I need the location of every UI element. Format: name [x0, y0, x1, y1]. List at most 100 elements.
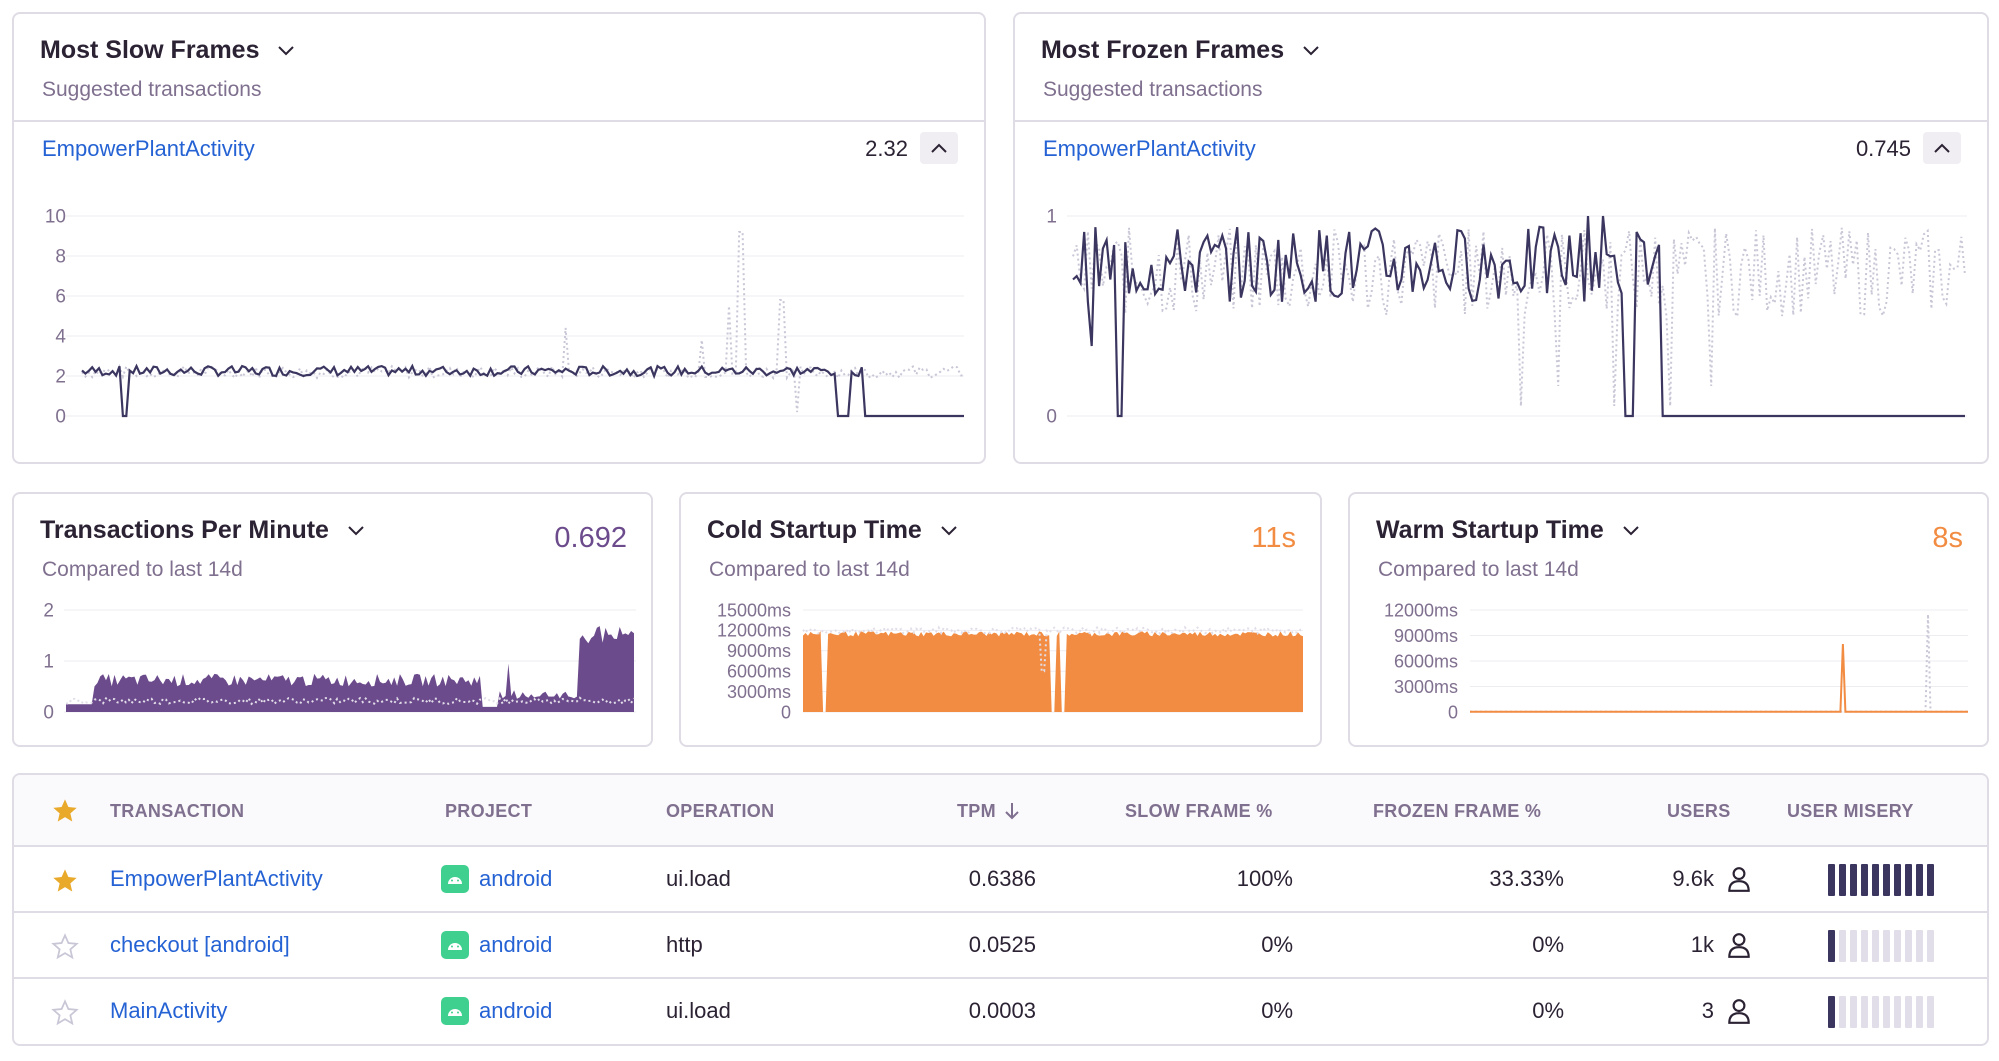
slow-frames-series-line	[81, 363, 964, 418]
slow-frames-y-tick-label: 2	[55, 367, 66, 388]
users-cell: 1k	[1690, 932, 1714, 957]
tpm-title[interactable]: Transactions Per Minute	[40, 516, 364, 545]
slow-frames-title[interactable]: Most Slow Frames	[40, 36, 295, 65]
column-header-project[interactable]: PROJECT	[445, 801, 533, 821]
star-icon[interactable]	[51, 933, 79, 961]
tpm-subtitle: Compared to last 14d	[42, 558, 243, 581]
column-header-tpm-label: TPM	[957, 801, 996, 821]
misery-segment	[1872, 930, 1879, 962]
misery-segment	[1927, 864, 1934, 896]
cold-startup-title-text: Cold Startup Time	[707, 516, 922, 544]
warm-startup-value: 8s	[1932, 522, 1963, 554]
column-header-user-misery[interactable]: USER MISERY	[1787, 801, 1914, 821]
slow-frames-value: 2.32	[865, 136, 908, 161]
warm-startup-compare-line	[1470, 614, 1968, 713]
frozen-frames-chart: 10	[1046, 207, 1967, 428]
misery-segment	[1894, 864, 1901, 896]
column-header-operation[interactable]: OPERATION	[666, 801, 775, 821]
chevron-up-icon	[1934, 143, 1950, 153]
transactions-table: TRANSACTION PROJECT OPERATION TPM SLOW F…	[12, 773, 1989, 1046]
frozen-frames-y-tick-label: 0	[1046, 407, 1057, 428]
frozen-frame-cell: 0%	[1532, 932, 1564, 957]
operation-cell: ui.load	[666, 998, 731, 1023]
transaction-link[interactable]: MainActivity	[110, 998, 228, 1023]
cold-startup-y-tick-label: 15000ms	[717, 600, 791, 620]
misery-segment	[1905, 864, 1912, 896]
column-header-users[interactable]: USERS	[1667, 801, 1731, 821]
misery-segment	[1839, 930, 1846, 962]
column-header-frozen-frame[interactable]: FROZEN FRAME %	[1373, 801, 1542, 821]
operation-cell: ui.load	[666, 866, 731, 891]
tpm-chart: 2 1 0	[43, 601, 636, 724]
frozen-frames-compare-line	[1072, 227, 1966, 407]
warm-startup-chart: 12000ms 9000ms 6000ms 3000ms 0	[1384, 600, 1968, 722]
users-cell: 9.6k	[1672, 866, 1714, 891]
slow-frames-transaction-link[interactable]: EmpowerPlantActivity	[42, 136, 255, 161]
slow-frames-y-tick-label: 6	[55, 287, 66, 308]
user-misery-bar[interactable]	[1828, 996, 1934, 1028]
tpm-panel: Transactions Per Minute Compared to last…	[12, 492, 653, 747]
warm-startup-y-tick-label: 12000ms	[1384, 600, 1458, 620]
column-header-transaction[interactable]: TRANSACTION	[110, 801, 245, 821]
star-icon[interactable]	[51, 999, 79, 1027]
project-link[interactable]: android	[479, 932, 553, 957]
slow-frames-title-text: Most Slow Frames	[40, 36, 260, 64]
tpm-title-text: Transactions Per Minute	[40, 516, 329, 544]
misery-segment	[1861, 930, 1868, 962]
misery-segment	[1872, 996, 1879, 1028]
transaction-link[interactable]: checkout [android]	[110, 932, 290, 957]
warm-startup-title[interactable]: Warm Startup Time	[1376, 516, 1639, 545]
table-row: MainActivity android ui.load 0.0003 0% 0% 3	[14, 979, 1987, 1044]
misery-segment	[1916, 996, 1923, 1028]
project-link[interactable]: android	[479, 866, 553, 891]
frozen-frames-subtitle: Suggested transactions	[1043, 78, 1263, 101]
tpm-y-tick-label: 2	[43, 601, 54, 622]
cold-startup-y-tick-label: 6000ms	[727, 662, 791, 682]
misery-segment	[1883, 930, 1890, 962]
user-icon	[1728, 933, 1750, 958]
cold-startup-y-tick-label: 9000ms	[727, 641, 791, 661]
column-header-tpm[interactable]: TPM	[957, 801, 1019, 822]
warm-startup-y-tick-label: 9000ms	[1394, 626, 1458, 646]
project-link[interactable]: android	[479, 998, 553, 1023]
chevron-down-icon	[1303, 46, 1319, 56]
tpm-compare-line	[65, 696, 635, 706]
cold-startup-title[interactable]: Cold Startup Time	[707, 516, 957, 545]
warm-startup-y-tick-label: 3000ms	[1394, 677, 1458, 697]
misery-segment	[1828, 996, 1835, 1028]
user-misery-bar[interactable]	[1828, 864, 1934, 896]
users-cell: 3	[1701, 998, 1714, 1023]
cold-startup-subtitle: Compared to last 14d	[709, 558, 910, 581]
tpm-value: 0.692	[554, 522, 627, 554]
misery-segment	[1905, 930, 1912, 962]
misery-segment	[1861, 864, 1868, 896]
cold-startup-compare-line	[802, 625, 1304, 673]
transaction-link[interactable]: EmpowerPlantActivity	[110, 866, 323, 891]
slow-frames-y-tick-label: 8	[55, 247, 66, 268]
table-row: checkout [android] android http 0.0525 0% 0% 1…	[14, 913, 1987, 979]
misery-segment	[1894, 996, 1901, 1028]
misery-segment	[1894, 930, 1901, 962]
misery-segment	[1883, 996, 1890, 1028]
warm-startup-y-tick-label: 0	[1448, 702, 1458, 722]
cold-startup-series-area	[803, 631, 1303, 712]
column-header-slow-frame[interactable]: SLOW FRAME %	[1125, 801, 1273, 821]
cold-startup-value: 11s	[1251, 522, 1296, 554]
star-icon	[53, 799, 77, 822]
frozen-frames-title[interactable]: Most Frozen Frames	[1041, 36, 1319, 65]
misery-segment	[1927, 930, 1934, 962]
slow-frame-cell: 100%	[1236, 866, 1293, 891]
frozen-frames-transaction-link[interactable]: EmpowerPlantActivity	[1043, 136, 1256, 161]
tpm-series-area	[66, 626, 634, 712]
tpm-cell: 0.6386	[968, 866, 1036, 891]
slow-frames-y-tick-label: 0	[55, 407, 66, 428]
slow-frames-collapse-button[interactable]	[920, 132, 958, 164]
chevron-up-icon	[931, 143, 947, 153]
misery-segment	[1916, 864, 1923, 896]
user-misery-bar[interactable]	[1828, 930, 1934, 962]
star-icon[interactable]	[51, 867, 79, 895]
misery-segment	[1850, 996, 1857, 1028]
misery-segment	[1828, 930, 1835, 962]
frozen-frames-collapse-button[interactable]	[1923, 132, 1961, 164]
